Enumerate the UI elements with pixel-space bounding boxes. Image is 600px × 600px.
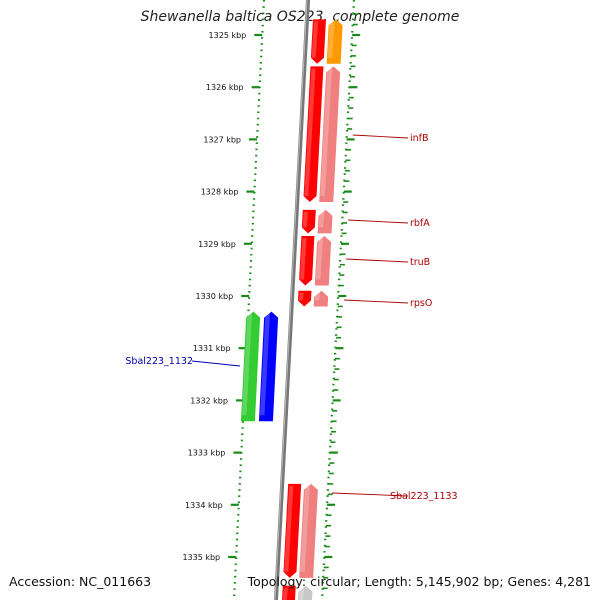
gene-infb[interactable] <box>319 66 341 203</box>
gene-features[interactable] <box>240 19 343 600</box>
gene-sbal223-1132[interactable] <box>240 311 261 422</box>
gene-infb-shade <box>320 68 333 197</box>
gene-label-trub[interactable]: truB <box>410 257 430 268</box>
accession-text: Accession: NC_011663 <box>9 574 152 589</box>
gene-unnamed-shade <box>298 587 305 600</box>
gene-rpso[interactable] <box>313 290 329 307</box>
cds-rbfa-shade <box>302 211 309 228</box>
gene-sbal223-1132-shade <box>241 313 253 416</box>
label-leader <box>352 134 409 139</box>
gene-trub-shade <box>315 237 324 280</box>
cds-unnamed[interactable] <box>282 585 296 600</box>
gene-sbal223-1133-shade <box>300 485 310 572</box>
cds-sbal223-1133-shade <box>284 485 294 572</box>
cds-trub-shade <box>299 237 307 280</box>
gene-trub[interactable] <box>314 235 332 286</box>
genome-title: Shewanella baltica OS223, complete genom… <box>140 9 460 25</box>
cds-unnamed-shade <box>282 587 288 600</box>
tick-label: 1330 kbp <box>195 292 233 301</box>
backbone-line <box>274 0 310 600</box>
gene-rbfa[interactable] <box>317 209 333 234</box>
cds-sbal223-1132-shade <box>259 313 271 416</box>
cds-rpso[interactable] <box>297 290 312 307</box>
backbone-highlight <box>274 0 308 600</box>
gene-unnamed[interactable] <box>326 19 343 64</box>
gene-sbal223-1133[interactable] <box>299 483 318 578</box>
tick-label: 1331 kbp <box>193 344 231 353</box>
track-dots <box>320 0 356 600</box>
gene-label-rpso[interactable]: rpsO <box>410 298 432 309</box>
gene-label-infb[interactable]: infB <box>410 133 429 144</box>
cds-unnamed[interactable] <box>310 19 326 64</box>
cds-rbfa[interactable] <box>301 209 316 234</box>
gene-rpso-shade <box>314 292 321 301</box>
tick-label: 1326 kbp <box>206 83 244 92</box>
tick-label: 1328 kbp <box>201 188 239 197</box>
tick-labels: 1325 kbp 1326 kbp 1327 kbp 1328 kbp 1329 kbp… <box>182 31 246 562</box>
label-leader <box>331 492 409 497</box>
tick-label: 1334 kbp <box>185 501 223 510</box>
label-leader <box>191 360 240 367</box>
cds-rpso-shade <box>298 292 304 301</box>
genome-backbone <box>274 0 310 600</box>
tick-label: 1327 kbp <box>203 135 241 144</box>
gene-unnamed[interactable] <box>297 585 313 600</box>
tick-label: 1329 kbp <box>198 240 236 249</box>
gene-rbfa-shade <box>318 211 325 228</box>
cds-trub[interactable] <box>299 235 315 286</box>
gene-labels: infB rbfA truB rpsO Sbal223_1132 Sbal223_1133 <box>125 133 457 502</box>
cds-sbal223-1132[interactable] <box>258 311 279 422</box>
label-leader <box>344 299 409 304</box>
label-leader <box>346 258 409 263</box>
tick-label: 1335 kbp <box>182 553 220 562</box>
gene-label-rbfa[interactable]: rbfA <box>410 218 430 229</box>
tick-label: 1325 kbp <box>209 31 247 40</box>
tick-label: 1332 kbp <box>190 396 228 405</box>
cds-infb-shade <box>304 68 316 197</box>
cds-infb[interactable] <box>303 66 324 203</box>
right-tick-track <box>320 0 361 600</box>
label-leader <box>348 219 409 224</box>
tick-label: 1333 kbp <box>188 449 226 458</box>
gene-unnamed-shade <box>327 21 335 58</box>
track-dots <box>232 0 266 600</box>
gene-label-sbal223-1132[interactable]: Sbal223_1132 <box>125 356 193 367</box>
cds-unnamed-shade <box>311 21 319 58</box>
gene-label-sbal223-1133[interactable]: Sbal223_1133 <box>390 491 458 502</box>
left-tick-track <box>228 0 266 600</box>
cds-sbal223-1133[interactable] <box>283 483 302 578</box>
genome-summary-text: Topology: circular; Length: 5,145,902 bp… <box>247 574 591 589</box>
